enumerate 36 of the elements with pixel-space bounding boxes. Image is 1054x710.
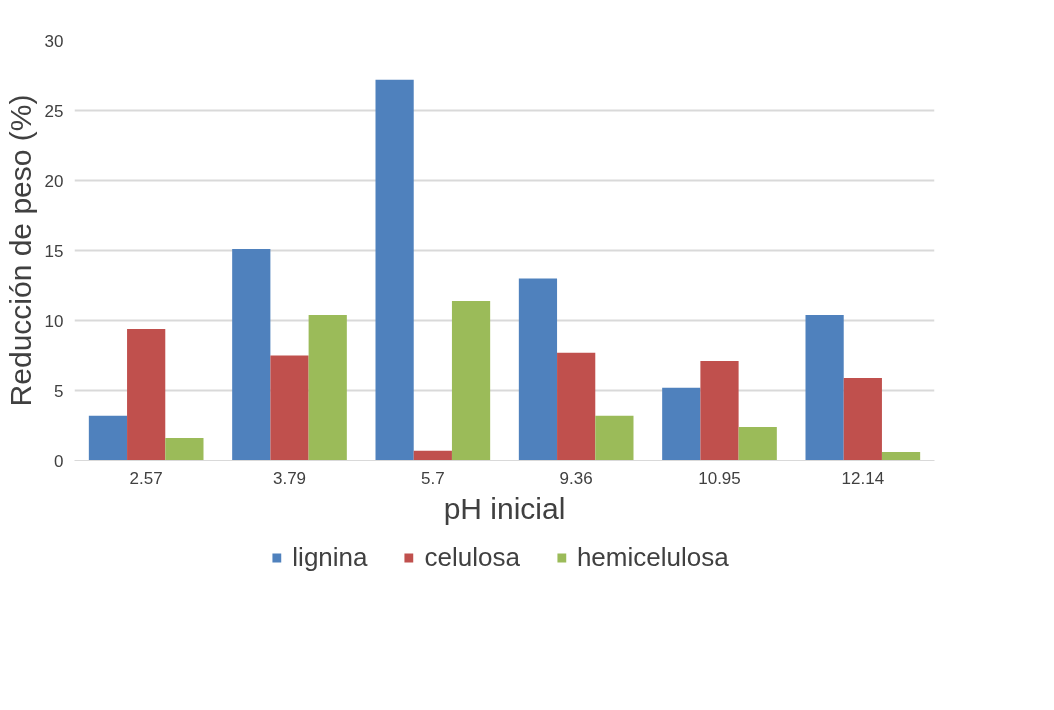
x-tick-label: 3.79 [272,468,307,488]
bar [843,377,882,461]
bar [881,452,921,461]
legend-label: hemicelulosa [576,541,729,573]
bar [88,415,128,461]
bar [127,328,166,461]
bar [270,355,309,461]
x-tick-label: 9.36 [559,468,593,488]
y-tick-label: 20 [44,171,64,191]
legend-label: lignina [292,541,368,573]
bar [451,300,491,461]
y-tick-label: 5 [54,381,64,401]
y-tick-label: 25 [44,101,64,121]
bar [738,426,777,461]
bar [805,314,844,461]
x-tick-label: 5.7 [421,468,445,488]
x-axis-title: pH inicial [443,491,566,525]
bar [518,278,558,461]
bar [557,352,596,461]
y-axis-title: Reducción de peso (%) [3,94,37,407]
y-tick-label: 30 [44,31,64,51]
legend-label: celulosa [424,541,520,573]
bar [308,314,347,461]
y-tick-label: 10 [44,311,64,331]
bar [662,387,701,461]
bar [700,361,739,461]
y-tick-label: 0 [54,451,64,471]
y-tick-label: 15 [44,241,64,261]
bar [165,438,204,461]
bar [375,79,414,461]
bar [232,249,271,461]
x-tick-label: 12.14 [841,468,885,488]
bar [413,450,452,461]
x-tick-label: 10.95 [698,468,741,488]
bar [595,415,634,461]
x-tick-label: 2.57 [129,468,163,488]
